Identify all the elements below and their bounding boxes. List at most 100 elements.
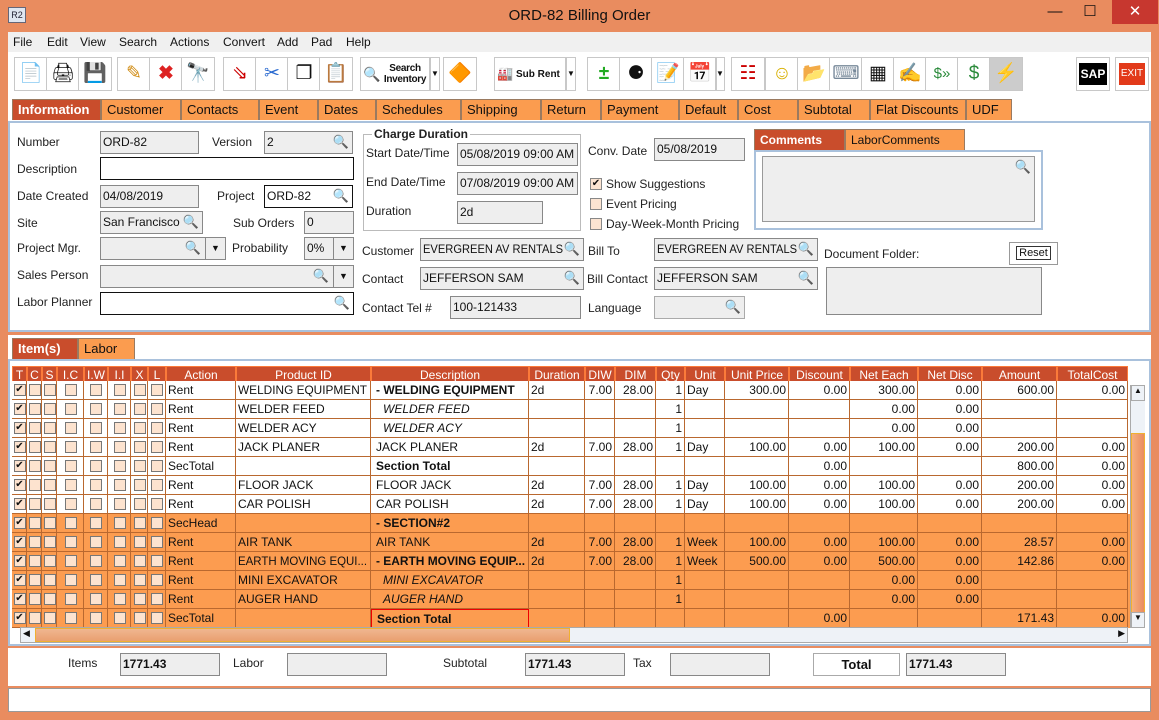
- row-checkbox-s[interactable]: [43, 574, 56, 586]
- cell-diw[interactable]: 7.00: [585, 476, 615, 495]
- cell-desc[interactable]: - WELDING EQUIPMENT: [371, 381, 529, 400]
- project-field[interactable]: ORD-82 🔍: [264, 185, 353, 208]
- row-checkbox-ii[interactable]: [113, 498, 126, 510]
- cell-duration[interactable]: [529, 571, 585, 590]
- cell-total-cost[interactable]: 0.00: [1057, 609, 1128, 628]
- tab-schedules[interactable]: Schedules: [376, 99, 461, 120]
- cell-unit-price[interactable]: 100.00: [725, 476, 789, 495]
- cell-qty[interactable]: [656, 514, 685, 533]
- maximize-button[interactable]: ☐: [1083, 3, 1097, 20]
- row-checkbox-iw[interactable]: [90, 460, 102, 472]
- cell-net-disc[interactable]: [918, 457, 982, 476]
- cell-qty[interactable]: [656, 609, 685, 628]
- column-header-unit[interactable]: Unit: [685, 366, 725, 385]
- cell-unit-price[interactable]: [725, 571, 789, 590]
- cell-qty[interactable]: 1: [656, 381, 685, 400]
- cell-amount[interactable]: [982, 571, 1057, 590]
- cell-product[interactable]: JACK PLANER: [236, 438, 371, 457]
- cell-action[interactable]: SecHead: [166, 514, 236, 533]
- row-checkbox-s[interactable]: [43, 612, 56, 624]
- row-checkbox-ic[interactable]: [64, 574, 77, 586]
- cell-amount[interactable]: [982, 590, 1057, 609]
- cell-discount[interactable]: [789, 571, 850, 590]
- column-header-amount[interactable]: Amount: [982, 366, 1057, 385]
- row-checkbox-ic[interactable]: [64, 384, 77, 396]
- row-checkbox-c[interactable]: [28, 536, 41, 548]
- cell-total-cost[interactable]: 0.00: [1057, 476, 1128, 495]
- search-icon[interactable]: 🔍: [797, 241, 814, 256]
- cell-discount[interactable]: 0.00: [789, 552, 850, 571]
- vertical-scrollbar[interactable]: ▲ ▼: [1130, 385, 1145, 628]
- customer-field[interactable]: EVERGREEN AV RENTALS 🔍: [420, 238, 584, 261]
- row-checkbox-iw[interactable]: [90, 517, 102, 529]
- payment-forward-icon[interactable]: $»: [925, 57, 959, 91]
- cell-diw[interactable]: [585, 400, 615, 419]
- column-header-duration[interactable]: Duration: [529, 366, 585, 385]
- vertical-scroll-thumb[interactable]: [1131, 433, 1145, 613]
- cell-diw[interactable]: [585, 514, 615, 533]
- cell-action[interactable]: Rent: [166, 552, 236, 571]
- row-checkbox-s[interactable]: [43, 593, 56, 605]
- row-checkbox-ii[interactable]: [113, 612, 126, 624]
- cell-qty[interactable]: 1: [656, 495, 685, 514]
- cell-action[interactable]: Rent: [166, 381, 236, 400]
- cell-diw[interactable]: [585, 609, 615, 628]
- cell-dim[interactable]: 28.00: [615, 381, 656, 400]
- cell-unit-price[interactable]: [725, 609, 789, 628]
- cell-dim[interactable]: 28.00: [615, 552, 656, 571]
- table-row[interactable]: ✔ Rent JACK PLANER JACK PLANER 2d 7.00 28.00 1 D…: [12, 438, 1130, 457]
- row-checkbox-x[interactable]: [133, 536, 146, 548]
- cell-duration[interactable]: [529, 590, 585, 609]
- row-checkbox-iw[interactable]: [90, 536, 102, 548]
- cell-discount[interactable]: [789, 590, 850, 609]
- row-checkbox-ic[interactable]: [64, 422, 77, 434]
- cell-amount[interactable]: 200.00: [982, 476, 1057, 495]
- notepad-icon[interactable]: 📝: [651, 57, 685, 91]
- menu-help[interactable]: Help: [346, 35, 371, 49]
- row-checkbox-l[interactable]: [151, 593, 163, 605]
- row-checkbox-t[interactable]: ✔: [13, 593, 26, 605]
- row-checkbox-iw[interactable]: [90, 403, 102, 415]
- search-icon[interactable]: 🔍: [1014, 159, 1031, 174]
- row-checkbox-t[interactable]: ✔: [13, 403, 26, 415]
- row-checkbox-ic[interactable]: [64, 460, 77, 472]
- cell-duration[interactable]: [529, 609, 585, 628]
- convert-document-icon[interactable]: ⇘: [223, 57, 257, 91]
- delete-icon[interactable]: ✖: [149, 57, 183, 91]
- row-checkbox-l[interactable]: [151, 422, 163, 434]
- conv-date-field[interactable]: 05/08/2019: [654, 138, 745, 161]
- cell-product[interactable]: AIR TANK: [236, 533, 371, 552]
- tab-shipping[interactable]: Shipping: [461, 99, 541, 120]
- calendar-icon[interactable]: 📅: [683, 57, 717, 91]
- row-checkbox-ii[interactable]: [113, 574, 126, 586]
- cell-net-disc[interactable]: 0.00: [918, 438, 982, 457]
- cell-diw[interactable]: 7.00: [585, 495, 615, 514]
- row-checkbox-iw[interactable]: [90, 555, 102, 567]
- lightning-icon[interactable]: ⚡: [989, 57, 1023, 91]
- search-inventory-button[interactable]: 🔍 Search Inventory: [360, 57, 430, 91]
- cell-amount[interactable]: [982, 419, 1057, 438]
- row-checkbox-ic[interactable]: [64, 555, 77, 567]
- tab-comments[interactable]: Comments: [754, 129, 845, 150]
- cell-action[interactable]: Rent: [166, 495, 236, 514]
- row-checkbox-c[interactable]: [28, 574, 41, 586]
- sub-rent-button[interactable]: 🏭 Sub Rent: [494, 57, 566, 91]
- cell-unit[interactable]: Day: [685, 476, 725, 495]
- cell-total-cost[interactable]: [1057, 590, 1128, 609]
- search-icon[interactable]: 🔍: [332, 134, 349, 149]
- cell-net-each[interactable]: 100.00: [850, 476, 918, 495]
- cell-net-disc[interactable]: 0.00: [918, 381, 982, 400]
- menu-search[interactable]: Search: [119, 35, 158, 49]
- search-icon[interactable]: 🔍: [563, 241, 580, 256]
- calendar-dropdown[interactable]: ▼: [715, 57, 725, 91]
- row-checkbox-ii[interactable]: [113, 517, 126, 529]
- cell-duration[interactable]: 2d: [529, 552, 585, 571]
- cell-discount[interactable]: 0.00: [789, 476, 850, 495]
- cell-net-each[interactable]: [850, 514, 918, 533]
- contact-tel-field[interactable]: 100-121433: [450, 296, 581, 319]
- cell-total-cost[interactable]: [1057, 400, 1128, 419]
- cell-product[interactable]: WELDING EQUIPMENT: [236, 381, 371, 400]
- labor-planner-field[interactable]: 🔍: [100, 292, 354, 315]
- cell-desc[interactable]: Section Total: [371, 609, 529, 628]
- cell-unit[interactable]: [685, 400, 725, 419]
